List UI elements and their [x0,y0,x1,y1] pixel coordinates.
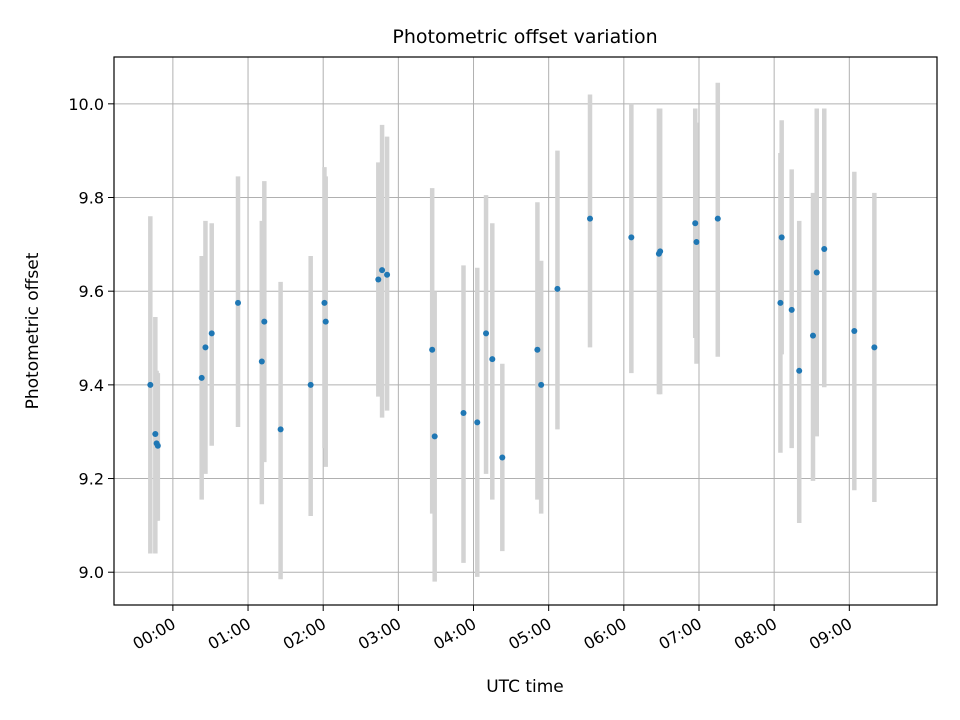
data-point [778,234,785,241]
data-point [483,330,490,337]
data-point [714,215,721,222]
data-point [657,248,664,255]
data-point [235,299,242,306]
data-point [147,381,154,388]
data-point [809,332,816,339]
data-point [489,356,496,363]
data-point [429,346,436,353]
data-point [379,267,386,274]
data-point [534,346,541,353]
data-point [538,381,545,388]
data-point [384,271,391,278]
grid-lines [114,57,937,605]
data-point [693,239,700,246]
data-point [587,215,594,222]
data-point [322,318,329,325]
data-point [258,358,265,365]
data-point [375,276,382,283]
data-points [147,215,878,461]
data-point [821,246,828,253]
data-point [813,269,820,276]
y-tick-label: 9.6 [79,282,104,301]
data-point [202,344,209,351]
data-point [198,374,205,381]
data-point [321,299,328,306]
y-tick-label: 10.0 [68,95,104,114]
y-tick-label: 9.0 [79,563,104,582]
data-point [208,330,215,337]
data-point [788,306,795,313]
data-point [554,285,561,292]
y-tick-label: 9.2 [79,470,104,489]
data-point [277,426,284,433]
data-point [692,220,699,227]
x-axis-title: UTC time [486,677,564,697]
data-point [307,381,314,388]
y-axis-ticks: 9.0 9.2 9.4 9.6 9.8 10.0 [68,95,114,582]
data-point [628,234,635,241]
y-tick-label: 9.8 [79,189,104,208]
y-axis-title: Photometric offset [23,252,43,409]
chart-title: Photometric offset variation [392,26,657,48]
y-tick-label: 9.4 [79,376,104,395]
data-point [154,442,161,449]
data-point [499,454,506,461]
data-point [152,431,159,438]
plot-frame [113,56,938,606]
data-point [431,433,438,440]
data-point [851,328,858,334]
data-point [261,318,268,325]
data-point [777,299,784,306]
data-point [871,344,878,351]
data-point [460,409,467,416]
data-point [474,419,481,426]
data-point [796,367,803,374]
